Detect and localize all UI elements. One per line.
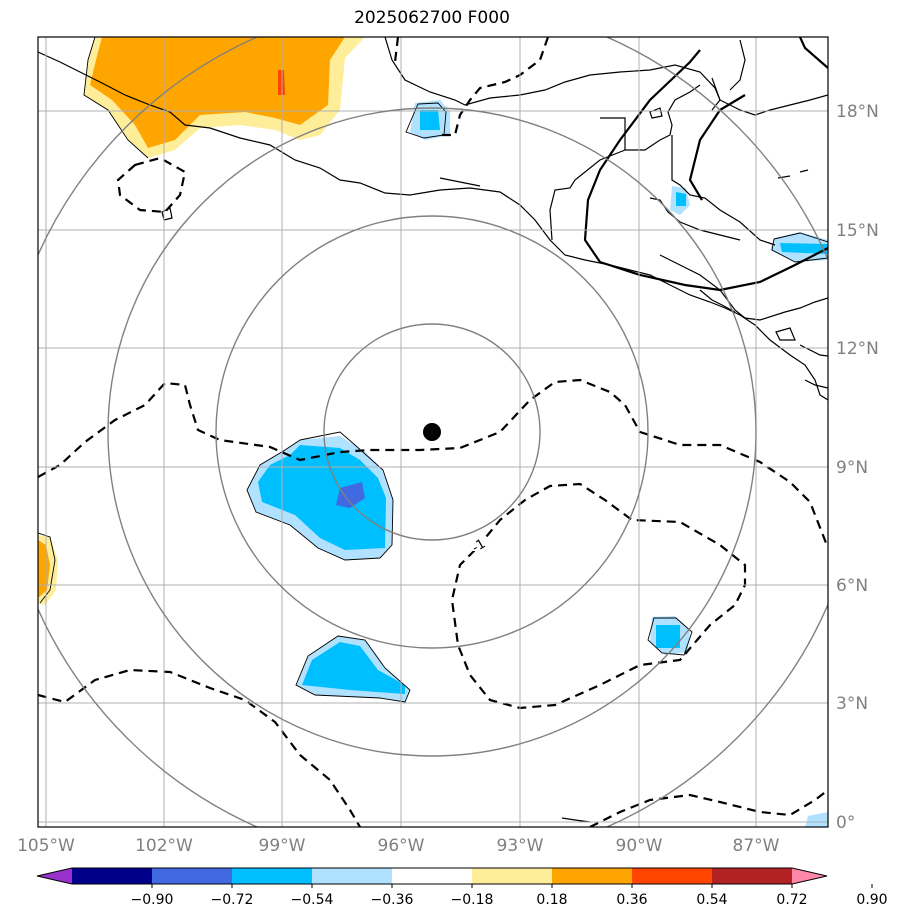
- colorbar-tick-label: 0.72: [776, 892, 807, 908]
- colorbar-tick-label: −0.72: [211, 892, 254, 908]
- longitude-labels: 105°W 102°W 99°W 96°W 93°W 90°W 87°W: [17, 836, 780, 856]
- lat-label: 15°N: [836, 221, 879, 241]
- colorbar-segment: [712, 868, 793, 884]
- lon-label: 90°W: [616, 836, 663, 856]
- lat-label: 0°: [836, 813, 855, 833]
- lon-label: 87°W: [733, 836, 780, 856]
- lon-label: 105°W: [17, 836, 75, 856]
- colorbar-tick-label: −0.54: [291, 892, 334, 908]
- dashed-contours: [38, 37, 828, 827]
- lat-label: 9°N: [836, 458, 868, 478]
- colorbar-tick-label: 0.90: [856, 892, 887, 908]
- colorbar-segment: [552, 868, 633, 884]
- negative-anomaly-shading: [247, 100, 828, 827]
- outline-contours: [38, 37, 828, 703]
- map-title: 2025062700 F000: [354, 8, 510, 28]
- lon-label: 93°W: [497, 836, 544, 856]
- contour-label-bg: [470, 537, 488, 551]
- colorbar-tick-label: 0.18: [536, 892, 567, 908]
- lat-label: 12°N: [836, 339, 879, 359]
- storm-center-marker: [423, 423, 441, 441]
- map-frame: [37, 36, 829, 828]
- colorbar-tick-label: −0.90: [131, 892, 174, 908]
- colorbar-segment: [472, 868, 553, 884]
- map-area: -1: [38, 37, 828, 827]
- colorbar-outline: [36, 867, 828, 885]
- positive-anomaly-shading: [38, 37, 365, 605]
- lat-label: 3°N: [836, 694, 868, 714]
- colorbar-tick-label: 0.54: [696, 892, 727, 908]
- lon-label: 102°W: [135, 836, 193, 856]
- colorbar-tick-label: −0.18: [451, 892, 494, 908]
- colorbar-tick-label: −0.36: [371, 892, 414, 908]
- colorbar-segment: [72, 868, 153, 884]
- lon-label: 99°W: [259, 836, 306, 856]
- colorbar-segment: [392, 868, 473, 884]
- colorbar-segment: [152, 868, 233, 884]
- lat-label: 18°N: [836, 102, 879, 122]
- colorbar-segment: [632, 868, 713, 884]
- lat-label: 6°N: [836, 576, 868, 596]
- colorbar-tick-label: 0.36: [616, 892, 647, 908]
- colorbar-segment: [312, 868, 393, 884]
- range-rings: [38, 37, 828, 827]
- colorbar: −0.90 −0.72 −0.54 −0.36 −0.18 0.18 0.36 0.54 0.7…: [36, 867, 888, 908]
- solid-contour: [583, 37, 828, 292]
- colorbar-segment: [232, 868, 313, 884]
- lon-label: 96°W: [378, 836, 425, 856]
- colorbar-extend-low: [37, 868, 72, 884]
- latitude-labels: 0° 3°N 6°N 9°N 12°N 15°N 18°N: [836, 102, 879, 833]
- colorbar-extend-high: [792, 868, 827, 884]
